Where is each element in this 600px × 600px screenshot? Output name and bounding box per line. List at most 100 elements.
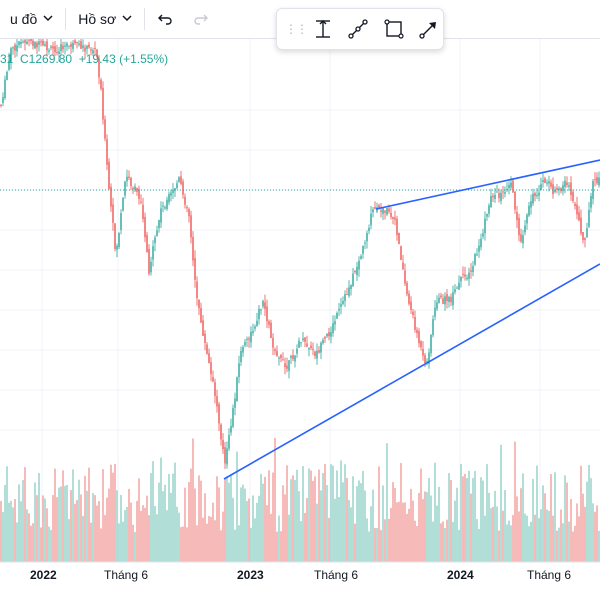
volume-bar [306,498,308,562]
volume-bar [442,521,444,562]
volume-bar [172,473,174,562]
candle-body [30,37,32,41]
candle-body [494,194,496,199]
volume-bar [70,490,72,562]
volume-bar [496,506,498,562]
volume-bar [182,526,184,562]
volume-bar [266,505,268,562]
candle-body [340,304,342,307]
volume-bar [518,511,520,562]
candle-body [282,359,284,361]
volume-bar [238,525,240,562]
redo-icon[interactable] [193,0,209,38]
candle-body [582,232,584,241]
volume-bar [38,472,40,562]
candle-body [16,45,18,52]
candle-body [480,238,482,248]
candle-body [422,349,424,356]
candle-body [524,225,526,233]
volume-bar [426,492,428,562]
date-range-icon[interactable] [309,15,337,43]
volume-bar [482,480,484,562]
volume-bar [120,495,122,562]
candle-body [138,188,140,199]
candle-body [386,207,388,215]
candle-body [212,377,214,382]
volume-bar [218,487,220,562]
volume-bar [360,483,362,562]
candle-body [328,332,330,337]
volume-bar [590,478,592,562]
candle-body [342,300,344,304]
trend-line-icon[interactable] [345,15,373,43]
volume-bar [134,531,136,562]
volume-bar [292,475,294,562]
volume-bar [462,476,464,562]
volume-bar [46,508,48,562]
profile-menu-button[interactable]: Hồ sơ [78,0,132,38]
wedge-trendlines[interactable] [223,159,600,480]
candle-body [24,40,26,43]
volume-bar [370,506,372,562]
candle-body [546,182,548,184]
volume-bar [200,480,202,562]
volume-bar [486,464,488,562]
volume-bar [106,497,108,562]
volume-bar [48,526,50,562]
candle-body [336,312,338,319]
candle-body [234,398,236,408]
candle-body [248,338,250,340]
volume-bar [564,475,566,562]
volume-bar [516,496,518,562]
volume-bar [10,500,12,562]
candle-body [200,308,202,323]
volume-bar [550,474,552,562]
volume-bar [500,444,502,562]
candle-body [418,331,420,344]
candle-body [596,177,598,184]
candle-body [192,236,194,261]
candle-body [316,350,318,359]
volume-bar [278,515,280,562]
volume-bar [530,521,532,562]
candle-body [380,210,382,212]
candle-body [590,195,592,208]
candle-body [474,254,476,265]
undo-icon[interactable] [157,0,173,38]
volume-bar [78,479,80,562]
volume-bar [226,476,228,562]
toolbar-divider [144,8,146,30]
candle-body [220,424,222,440]
volume-bar [176,506,178,562]
candle-body [496,191,498,193]
candle-body [458,282,460,290]
volume-bar [520,488,522,562]
chart-menu-button[interactable]: u đồ [10,0,53,38]
drag-handle-icon[interactable]: ⋮⋮ [285,22,308,36]
candle-body [350,285,352,290]
volume-bar [546,509,548,562]
volume-bar [194,488,196,562]
candle-body [530,201,532,208]
candle-body [284,363,286,368]
arrow-icon[interactable] [416,15,444,43]
volume-bar [286,465,288,562]
candle-body [58,51,60,54]
volume-bar [594,511,596,562]
volume-bar [436,505,438,562]
rectangle-icon[interactable] [380,15,408,43]
candle-body [14,44,16,51]
candle-body [180,176,182,184]
volume-bar [154,506,156,562]
volume-bar [406,513,408,562]
toolbar-divider [65,8,67,30]
candle-body [374,207,376,209]
volume-bar [236,451,238,562]
candle-body [570,182,572,195]
volume-bar [346,477,348,562]
volume-bar [502,510,504,562]
volume-bar [542,485,544,562]
volume-bar [440,523,442,562]
volume-bar [532,479,534,562]
